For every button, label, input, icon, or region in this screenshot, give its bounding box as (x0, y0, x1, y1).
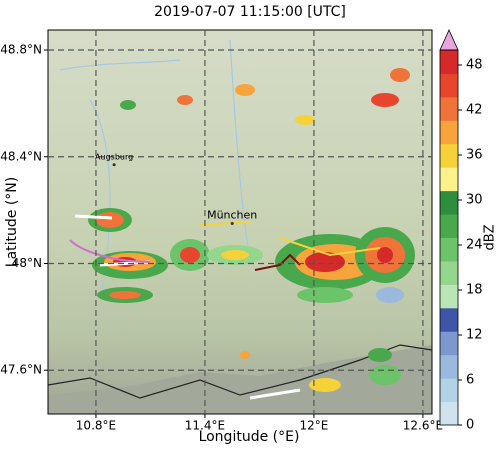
rivers (59, 39, 251, 301)
y-tick-label: 47.6°N (0, 363, 42, 377)
colorbar-segment (440, 50, 458, 74)
y-tick-label: 48.4°N (0, 149, 42, 163)
colorbar-segment (440, 143, 458, 168)
colorbar-frame (439, 49, 459, 426)
colorbar-label: dBZ (483, 224, 498, 250)
colorbar-tick-label: 18 (466, 283, 483, 298)
colorbar-segment (440, 120, 458, 145)
x-tick-label: 11.4°E (185, 419, 225, 433)
colorbar-extend (439, 29, 459, 51)
colorbar-tick-label: 0 (466, 418, 474, 433)
colorbar-segment (440, 237, 458, 262)
colorbar-segment (440, 167, 458, 192)
colorbar-segment (440, 214, 458, 238)
colorbar-tick-label: 36 (466, 148, 483, 163)
colorbar-segment (440, 190, 458, 215)
colorbar-segment (440, 96, 458, 121)
x-tick-label: 10.8°E (76, 419, 116, 433)
colorbar-tick-label: 24 (466, 238, 483, 253)
colorbar-segment (440, 378, 458, 403)
colorbar-segment (440, 260, 458, 285)
colorbar-segment (440, 331, 458, 356)
x-axis-label: Longitude (°E) (199, 429, 300, 445)
colorbar-segment (440, 401, 458, 426)
place-label: München (207, 208, 257, 221)
place-marker (230, 221, 234, 225)
radar-echoes (69, 68, 415, 400)
x-tick-label: 12.6°E (403, 419, 443, 433)
place-label: Augsburg (95, 152, 133, 161)
x-tick-label: 12°E (300, 419, 329, 433)
map-frame (47, 29, 433, 415)
y-tick-label: 48.8°N (0, 43, 42, 57)
colorbar-tick-label: 48 (466, 58, 483, 73)
place-marker (112, 163, 116, 167)
colorbar-tick-label: 6 (466, 373, 474, 388)
colorbar-segment (440, 354, 458, 379)
colorbar-segment (440, 307, 458, 332)
y-tick-label: 48°N (12, 256, 42, 270)
colorbar-tick-label: 42 (466, 103, 483, 118)
colorbar-segment (440, 284, 458, 309)
colorbar-segment (440, 73, 458, 98)
chart-title: 2019-07-07 11:15:00 [UTC] (154, 4, 346, 20)
colorbar-tick-label: 12 (466, 328, 483, 343)
map-area (48, 30, 432, 414)
colorbar-tick-label: 30 (466, 193, 483, 208)
y-axis-label: Latitude (°N) (4, 177, 20, 267)
